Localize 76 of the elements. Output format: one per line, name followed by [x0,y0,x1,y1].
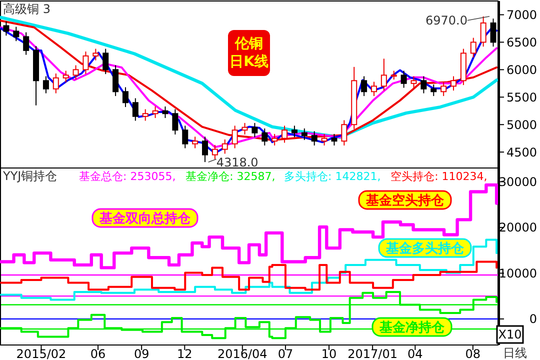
y-tick-label: 7000 [506,8,537,22]
y-tick-label: 0 [529,312,537,326]
candlestick [370,81,377,97]
series-label: 基金双向总持仓 [98,210,192,227]
text: 日线 [503,346,527,360]
y-tick-label: 4500 [506,145,537,160]
candlestick [182,125,188,149]
annotation: 4318.0 [216,155,258,170]
candlestick [480,16,486,48]
candlestick [410,76,417,88]
candlestick [42,76,49,94]
candlestick [291,125,298,138]
candlestick [82,51,89,75]
candlestick [72,64,79,80]
candlestick [380,58,387,92]
candlestick [132,98,138,122]
candlestick [450,76,457,92]
candlestick [400,70,407,88]
annotation: 日K线 [230,54,268,70]
candlestick [252,122,258,138]
x-tick-label: 12 [177,347,192,360]
x-tick-label: 2017/01 [348,347,398,360]
candlestick [162,106,168,119]
annotation: 6970.0 [425,13,468,28]
candlestick [440,81,447,97]
candlestick [152,106,158,119]
candlestick [470,37,476,58]
annotation: 基金总仓: 253055, [79,170,176,183]
candlestick [122,86,128,108]
annotation: 基金净仓: 32587, [186,170,276,183]
candlestick [102,48,109,75]
x-tick-label: 04 [408,347,423,360]
chart-title: 高级铜 3 [3,2,50,16]
y-tick-label: 6000 [506,62,537,77]
series-label: 基金净持仓 [378,320,446,336]
candlestick [62,70,69,83]
candlestick [242,122,248,135]
x-tick-label: 2016/04 [217,347,268,360]
candlestick [262,128,268,146]
candlestick [142,108,148,122]
y-tick-label: 20000 [498,220,537,235]
x-tick-label: 08 [465,347,481,360]
candlestick [172,108,178,135]
candlestick [420,76,427,94]
candlestick [222,138,228,154]
annotation: 伦铜 [234,36,263,52]
candlestick [112,64,119,97]
candlestick [301,128,308,140]
candlestick [192,136,198,149]
x-tick-label: 10 [321,347,337,360]
series-label: 基金多头持仓 [385,242,465,257]
candlestick [331,133,338,146]
candlestick [311,130,318,146]
candlestick [202,136,208,163]
y-tick-label: 30000 [498,174,537,189]
candlestick [3,20,10,36]
candlestick [212,144,218,160]
text: X10 [498,328,522,342]
x-tick-label: 09 [134,347,150,360]
candlestick [361,76,368,97]
y-tick-label: 5000 [506,118,537,132]
annotation: 空头持仓: 110234, [390,170,488,183]
candlestick [13,26,20,42]
x-tick-label: 2015/02 [16,347,66,360]
y-tick-label: 10000 [498,266,537,280]
x-tick-label: 06 [90,347,106,360]
candlestick [430,84,437,97]
y-tick-label: 5500 [506,90,537,104]
x-tick-label: 07 [278,347,294,360]
candlestick [92,48,99,61]
candlestick [23,32,30,56]
text: 基金空头持仓 [365,192,445,209]
annotation: 多头持仓: 142821, [284,170,381,183]
chart-title: YYJ铜持仓 [2,169,58,183]
candlestick [52,73,59,94]
y-tick-label: 6500 [506,35,537,50]
